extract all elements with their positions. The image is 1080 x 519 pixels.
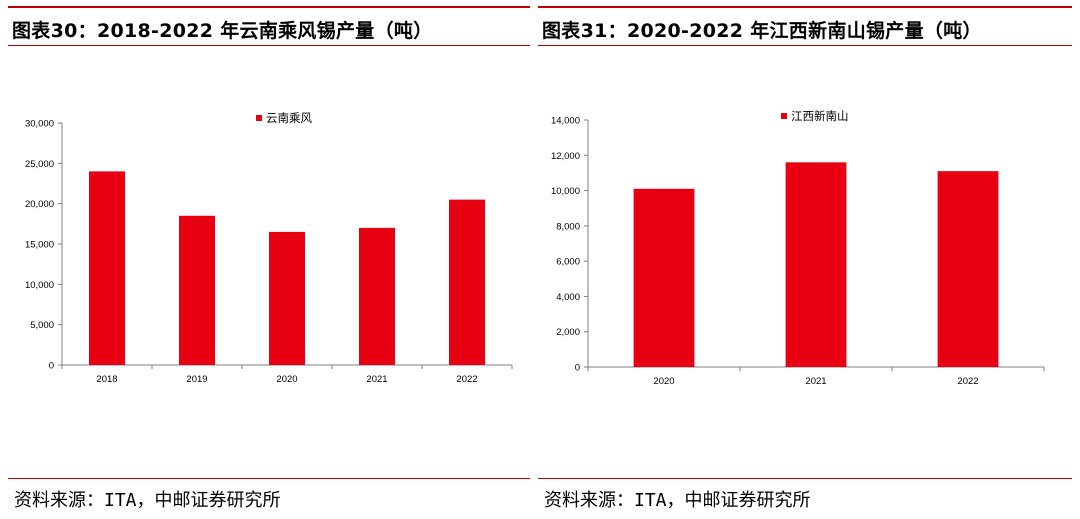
y-tick-label: 2,000 <box>556 327 580 338</box>
bar-2019 <box>179 215 215 365</box>
chart-panel-left: 图表30：2018-2022 年云南乘风锡产量（吨） 0 5,000 10,000 1… <box>8 0 530 519</box>
y-tick-label: 8,000 <box>556 221 580 232</box>
y-tick-label: 25,000 <box>25 159 54 170</box>
y-tick-label: 12,000 <box>551 151 580 162</box>
y-tick-label: 0 <box>575 363 580 374</box>
x-tick-label: 2022 <box>957 376 978 387</box>
bar-2022 <box>937 171 999 367</box>
x-tick-label: 2018 <box>96 374 117 385</box>
bar-2020 <box>633 188 695 367</box>
legend-swatch <box>256 115 262 121</box>
chart-panel-right: 图表31：2020-2022 年江西新南山锡产量（吨） 0 2,000 4,000 6… <box>538 0 1072 519</box>
x-tick-label: 2019 <box>186 374 207 385</box>
bar-2021 <box>785 162 847 367</box>
y-tick-label: 0 <box>49 361 54 372</box>
y-tick-label: 5,000 <box>30 320 54 331</box>
bottom-rule <box>8 478 530 479</box>
bottom-rule <box>538 478 1072 479</box>
bar-2021 <box>359 227 395 365</box>
y-tick-label: 4,000 <box>556 292 580 303</box>
y-tick-label: 14,000 <box>551 116 580 127</box>
top-rule <box>538 6 1072 8</box>
legend-swatch <box>781 113 787 119</box>
y-tick-label: 20,000 <box>25 199 54 210</box>
top-rule <box>8 6 530 8</box>
y-tick-label: 10,000 <box>25 280 54 291</box>
bar-2022 <box>449 199 485 365</box>
bar-2018 <box>89 171 125 365</box>
x-tick-label: 2020 <box>653 376 674 387</box>
legend-label: 江西新南山 <box>791 109 849 123</box>
bar-chart-yunnan: 0 5,000 10,000 15,000 20,000 25,000 30,000 2018… <box>25 111 513 385</box>
chart-title: 图表30：2018-2022 年云南乘风锡产量（吨） <box>12 20 433 42</box>
bar-chart-jiangxi: 0 2,000 4,000 6,000 8,000 10,000 12,000 14,000 2… <box>551 109 1045 387</box>
y-tick-label: 10,000 <box>551 186 580 197</box>
y-tick-label: 6,000 <box>556 257 580 268</box>
legend-label: 云南乘风 <box>266 111 312 125</box>
bar-2020 <box>269 231 305 365</box>
chart-title: 图表31：2020-2022 年江西新南山锡产量（吨） <box>542 20 982 42</box>
x-tick-label: 2021 <box>366 374 387 385</box>
x-tick-label: 2021 <box>805 376 826 387</box>
y-tick-label: 15,000 <box>25 240 54 251</box>
y-tick-label: 30,000 <box>25 119 54 130</box>
title-rule <box>538 45 1072 46</box>
source-note: 资料来源：ITA，中邮证券研究所 <box>14 490 281 511</box>
x-tick-label: 2022 <box>456 374 477 385</box>
x-tick-label: 2020 <box>276 374 297 385</box>
title-rule <box>8 45 530 46</box>
source-note: 资料来源：ITA，中邮证券研究所 <box>544 490 811 511</box>
